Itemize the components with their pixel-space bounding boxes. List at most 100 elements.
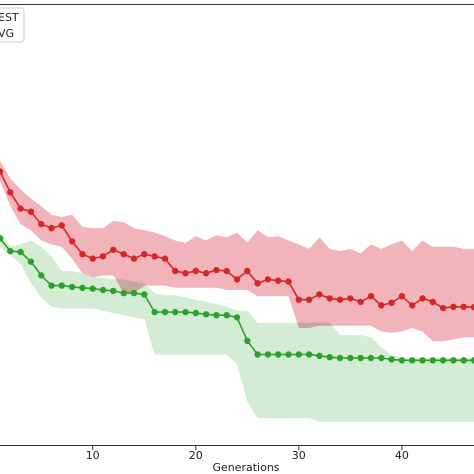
point-vg [398,357,406,364]
point-vg [7,247,14,255]
point-est [470,304,474,311]
point-vg [264,351,272,358]
point-est [378,302,385,309]
point-est [264,276,272,283]
point-est [7,189,14,196]
point-vg [223,312,230,319]
point-est [48,224,55,232]
point-est [439,304,447,312]
point-est [285,278,292,285]
point-est [367,293,375,300]
point-est [316,291,323,298]
point-est [409,302,416,309]
point-vg [460,357,467,364]
point-est [58,222,65,229]
point-vg [429,357,436,364]
point-est [336,296,344,303]
point-est [357,298,364,306]
point-vg [192,309,199,317]
point-est [244,267,251,275]
point-vg [295,351,302,358]
point-est [398,293,406,300]
point-vg [151,308,158,316]
axes [0,4,474,446]
point-est [120,251,127,258]
x-axis-label: Generations [212,461,279,474]
point-est [89,255,96,262]
point-vg [254,351,261,358]
point-est [450,303,457,310]
point-vg [409,357,416,364]
legend-frame [0,7,25,43]
x-tick-label: 30 [292,449,306,462]
point-vg [450,357,457,364]
point-vg [357,354,364,362]
point-est [99,253,107,260]
point-vg [0,235,4,242]
point-vg [326,354,333,361]
point-est [429,298,436,306]
point-vg [419,357,426,364]
point-vg [48,282,55,289]
point-vg [141,291,148,298]
point-est [130,255,138,262]
point-vg [202,311,210,318]
point-vg [27,258,35,265]
point-est [233,276,241,283]
point-vg [439,357,447,364]
point-est [161,255,169,262]
point-est [419,295,426,302]
x-tick-label: 40 [395,449,409,462]
point-est [68,238,76,245]
point-vg [213,312,220,319]
point-est [182,270,189,277]
point-est [79,251,86,258]
point-vg [378,354,385,362]
point-est [202,270,210,277]
point-vg [305,351,313,358]
point-vg [58,282,65,289]
point-vg [172,308,179,316]
point-est [151,253,158,260]
series-points [0,168,474,364]
point-est [38,220,45,228]
point-est [192,267,199,275]
confidence-bands [0,160,474,422]
point-vg [388,356,395,363]
legend-label-est: EST [0,11,19,24]
point-vg [68,283,76,291]
point-vg [470,357,474,364]
point-est [110,246,117,253]
point-vg [38,272,45,279]
point-est [460,303,467,310]
point-vg [130,289,138,297]
point-vg [17,248,24,256]
point-vg [110,287,117,295]
point-est [295,296,302,303]
point-est [0,168,4,175]
point-est [347,295,354,302]
point-vg [99,286,107,294]
x-tick-label: 20 [189,449,203,462]
point-vg [182,308,189,316]
point-vg [275,351,282,358]
legend: EST VG [0,7,25,43]
point-est [27,208,35,215]
point-est [17,205,24,212]
x-tick-label: 10 [86,449,100,462]
x-ticks: 10 20 30 40 [86,446,409,462]
point-vg [347,354,354,362]
point-vg [367,354,375,362]
point-est [388,299,395,306]
legend-label-vg: VG [0,27,14,40]
band-vg [0,233,474,422]
band-est [0,160,474,342]
point-vg [316,352,323,359]
point-vg [79,284,86,291]
point-est [305,296,313,303]
point-est [172,267,179,275]
point-vg [285,351,292,358]
point-vg [89,285,96,292]
point-est [275,277,282,284]
